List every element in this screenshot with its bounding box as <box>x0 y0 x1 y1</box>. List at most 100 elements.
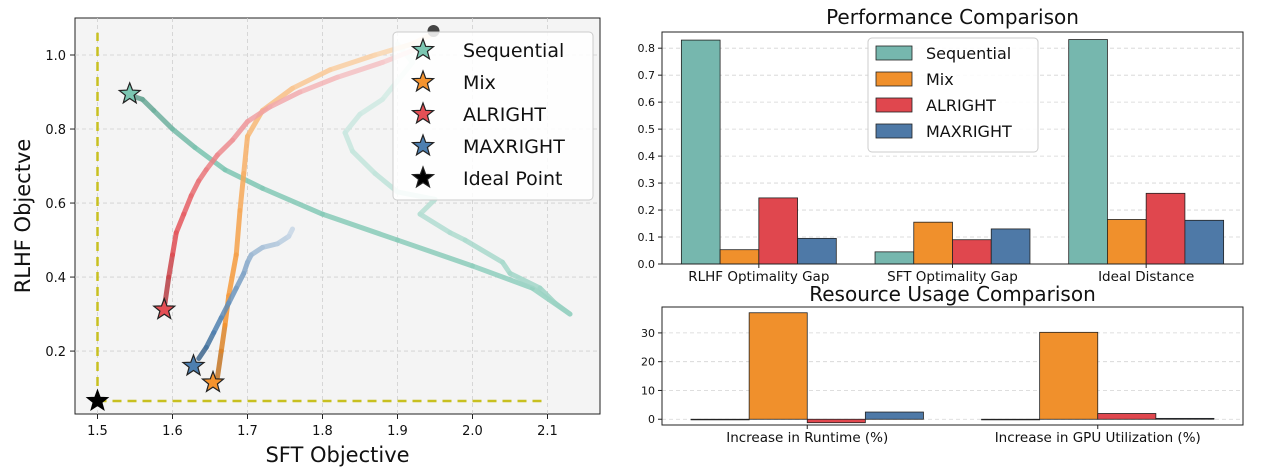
y-axis-ticks: 0.2 0.4 0.6 0.8 1.0 <box>45 49 75 360</box>
bar-sequential <box>1068 39 1108 265</box>
x-tick-label: Increase in GPU Utilization (%) <box>995 430 1201 446</box>
star-marker-ideal-point <box>85 388 110 412</box>
trajectory-segment-sequential <box>507 270 543 291</box>
y-tick-label: 0.8 <box>638 42 656 55</box>
trajectory-segment-alright <box>181 193 194 217</box>
legend: Sequential Mix ALRIGHT MAXRIGHT <box>867 37 1039 153</box>
bar-mix <box>719 249 760 265</box>
trajectory-plot: 1.5 1.6 1.7 1.8 1.9 2.0 2.1 0.2 0.4 0.6 0.8 1.0 SF… <box>11 17 601 467</box>
x-tick-label: Increase in Runtime (%) <box>726 430 888 446</box>
trajectory-segment-maxright <box>260 241 280 250</box>
trajectory-segment-sequential <box>552 300 573 317</box>
star-marker-alright <box>152 296 177 320</box>
x-axis-ticks: 1.5 1.6 1.7 1.8 1.9 2.0 2.1 <box>87 414 558 439</box>
trajectory-segment-sequential <box>350 148 378 176</box>
bar-alright <box>1145 192 1186 265</box>
bar-maxright <box>1184 219 1225 265</box>
star-marker-maxright <box>181 353 206 377</box>
legend-swatch <box>875 97 913 113</box>
bars <box>690 312 1215 424</box>
legend-marker <box>410 101 436 125</box>
star-marker-sequential <box>117 81 142 105</box>
trajectory-segment-alright <box>297 74 340 95</box>
legend: Sequential Mix ALRIGHT MAXRIGHT Ideal Point <box>392 31 594 201</box>
y-tick-label: 0.4 <box>45 271 66 286</box>
bar-sequential <box>981 418 1041 421</box>
x-axis-ticks: RLHF Optimality Gap SFT Optimality Gap Ide… <box>688 264 1194 285</box>
resource-chart: Resource Usage Comparison Increase in Ru… <box>641 282 1244 446</box>
trajectory-segment-mix <box>215 348 224 380</box>
trajectory-segment-sequential <box>357 96 385 117</box>
x-axis-label: SFT Objective <box>265 443 409 467</box>
trajectory-segment-sequential <box>140 96 157 114</box>
trajectory-segment-sequential <box>342 111 363 136</box>
bar-sequential <box>874 251 915 265</box>
bars <box>680 39 1225 265</box>
trajectory-segment-mix <box>327 52 378 73</box>
y-tick-label: 0.4 <box>638 150 656 163</box>
bar-alright <box>1097 413 1157 420</box>
bar-maxright <box>990 228 1031 265</box>
legend-swatch <box>875 123 913 139</box>
trajectory-segment-alright <box>203 152 220 173</box>
legend-marker <box>410 37 436 61</box>
trajectory-segment-maxright <box>211 315 224 336</box>
trajectory-segment-sequential <box>470 263 535 291</box>
bar-sequential <box>690 418 750 421</box>
trajectory-segment-mix <box>218 322 228 354</box>
plot-frame <box>661 306 1244 426</box>
trajectory-segment-alright <box>245 104 273 125</box>
bar-mix <box>913 221 953 265</box>
trajectory-segment-alright <box>166 252 175 280</box>
y-tick-label: 0.6 <box>45 197 66 212</box>
trajectory-segment-sequential <box>447 230 468 243</box>
trajectory-segment-sequential <box>320 211 400 243</box>
y-tick-label: 0 <box>648 413 655 426</box>
y-tick-label: 0.0 <box>638 258 656 271</box>
trajectory-segment-sequential <box>462 237 505 265</box>
trajectory-segment-sequential <box>170 126 198 151</box>
legend-label: Ideal Point <box>463 168 563 190</box>
chart-title: Performance Comparison <box>826 5 1079 29</box>
x-tick-label: 1.5 <box>87 424 108 439</box>
star-marker-mix <box>200 369 226 393</box>
legend-marker <box>410 165 436 189</box>
trajectory-segment-sequential <box>260 185 325 217</box>
bar-mix <box>1039 331 1099 420</box>
bar-sequential <box>680 39 721 265</box>
legend-label: Sequential <box>926 44 1011 63</box>
y-tick-label: 0.1 <box>638 231 656 244</box>
trajectory-segment-mix <box>226 252 239 299</box>
y-tick-label: 0.7 <box>638 69 656 82</box>
bar-mix <box>1107 219 1147 265</box>
x-tick-label: 1.7 <box>237 424 258 439</box>
performance-chart: Performance Comparison RLHF Optimality G… <box>638 5 1244 285</box>
legend-box <box>867 37 1039 153</box>
bar-alright <box>952 239 992 265</box>
bar-maxright <box>1155 417 1215 420</box>
trajectory-segment-maxright <box>218 300 232 321</box>
legend-box <box>392 31 594 201</box>
trajectory-segment-mix <box>233 207 243 258</box>
x-tick-label: 2.0 <box>462 424 483 439</box>
trajectory-segment-maxright <box>233 270 247 291</box>
trajectory-segment-alright <box>230 119 250 143</box>
legend-swatch <box>875 71 913 87</box>
trajectory-segment-alright <box>173 211 187 236</box>
y-axis-ticks: 0 10 20 30 <box>641 327 662 426</box>
trajectory-segment-maxright <box>203 330 217 350</box>
y-tick-label: 20 <box>641 356 655 369</box>
trajectory-segment-mix <box>237 170 247 213</box>
legend-label: Mix <box>926 70 954 89</box>
ideal-box-lines <box>96 32 548 403</box>
legend-label: MAXRIGHT <box>463 136 565 158</box>
x-tick-label: 1.9 <box>387 424 408 439</box>
trajectory-segment-alright <box>267 89 303 110</box>
bar-alright <box>758 197 798 265</box>
y-tick-label: 0.8 <box>45 123 66 138</box>
x-tick-label: 2.1 <box>537 424 558 439</box>
legend-label: Mix <box>463 72 496 94</box>
y-tick-label: 0.2 <box>45 345 66 360</box>
x-axis-ticks: Increase in Runtime (%) Increase in GPU U… <box>726 425 1201 446</box>
